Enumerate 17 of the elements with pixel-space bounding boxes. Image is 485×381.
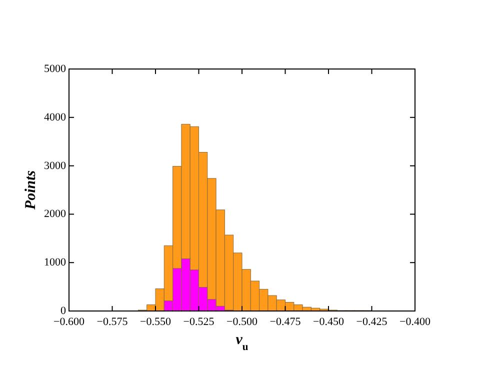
x-tick-label: −0.400: [400, 316, 431, 328]
x-tick-label: −0.425: [356, 316, 388, 328]
x-tick-label: −0.475: [270, 316, 302, 328]
y-tick-label: 2000: [44, 208, 66, 220]
x-tick-label: −0.500: [226, 316, 258, 328]
y-axis-title: Points: [23, 170, 39, 210]
y-tick-label: 1000: [44, 256, 66, 269]
y-tick-label: 5000: [44, 63, 66, 75]
x-tick-label: −0.525: [183, 316, 215, 328]
x-tick-label: −0.550: [140, 316, 172, 328]
x-axis-title: ν$_{u}$: [236, 332, 248, 352]
y-tick-label: 4000: [44, 111, 66, 124]
x-tick-label: −0.450: [313, 316, 344, 328]
x-tick-label: −0.600: [54, 316, 85, 328]
y-tick-label: 0: [60, 305, 66, 317]
x-tick-label: −0.575: [96, 316, 128, 328]
y-tick-label: 3000: [44, 160, 66, 172]
